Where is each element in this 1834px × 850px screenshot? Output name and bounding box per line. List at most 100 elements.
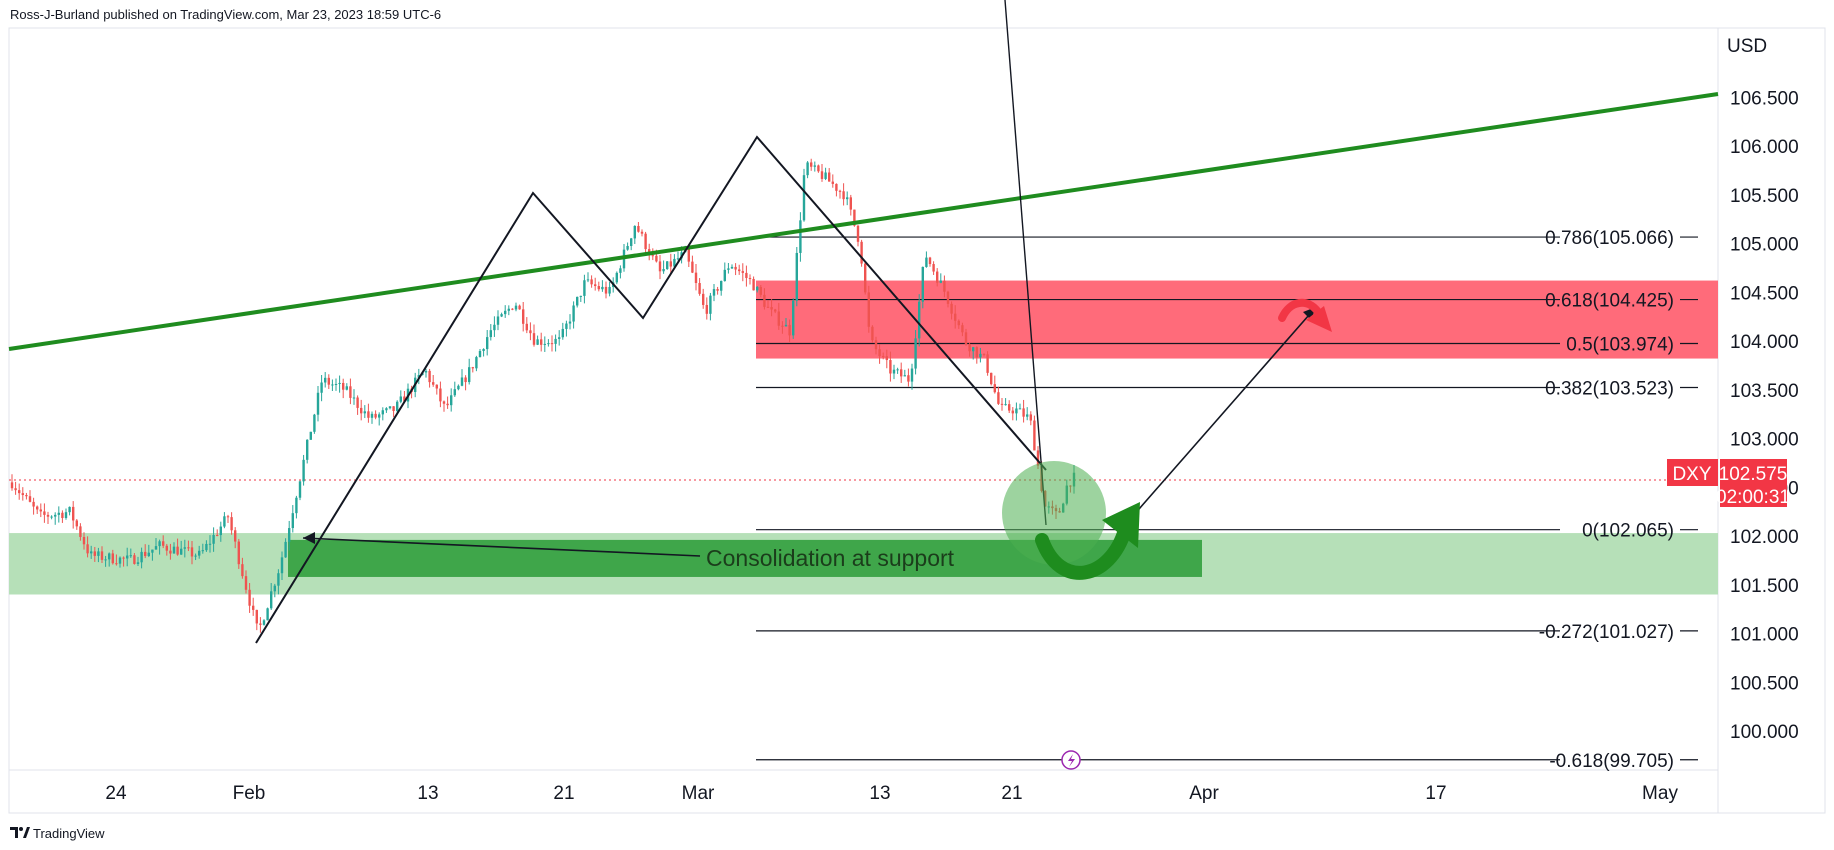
candlestick-series bbox=[10, 158, 1076, 633]
candle-body bbox=[18, 490, 21, 494]
candle-body bbox=[802, 175, 806, 221]
candle-body bbox=[720, 280, 723, 291]
candle-body bbox=[316, 392, 320, 415]
candle-body bbox=[892, 369, 896, 374]
fib-label-0: 0.786(105.066) bbox=[1545, 228, 1674, 249]
candle-body bbox=[100, 551, 104, 560]
last-price-value: 102.575 bbox=[1719, 464, 1788, 485]
candle-body bbox=[1008, 404, 1011, 411]
candle-body bbox=[741, 271, 744, 273]
price-badge-bg bbox=[1720, 459, 1787, 507]
time-tick-4: Mar bbox=[682, 783, 715, 804]
projection-line bbox=[1117, 306, 1317, 534]
candle-body bbox=[900, 369, 903, 377]
candle-body bbox=[594, 284, 597, 287]
candle-body bbox=[187, 547, 190, 549]
candle-body bbox=[381, 410, 384, 415]
candle-body bbox=[334, 384, 338, 386]
red-rejection-arrowhead bbox=[1306, 306, 1332, 332]
candle-body bbox=[777, 311, 780, 326]
tv-logo-icon bbox=[10, 827, 18, 838]
candle-body bbox=[104, 559, 107, 561]
symbol-badge: DXY bbox=[1672, 464, 1711, 485]
candle-body bbox=[658, 261, 662, 272]
candle-body bbox=[759, 286, 762, 295]
candle-body bbox=[147, 552, 150, 557]
candle-body bbox=[961, 325, 964, 333]
candle-body bbox=[554, 338, 557, 344]
candle-body bbox=[536, 339, 539, 345]
candle-body bbox=[172, 546, 176, 554]
highlight-circle bbox=[1002, 461, 1106, 565]
candle-body bbox=[302, 459, 305, 482]
candle-body bbox=[993, 384, 996, 393]
candle-body bbox=[396, 401, 399, 411]
time-tick-3: 21 bbox=[553, 783, 574, 804]
time-tick-7: Apr bbox=[1189, 783, 1219, 804]
candle-body bbox=[856, 225, 860, 242]
candle-body bbox=[417, 375, 420, 378]
candle-body bbox=[846, 197, 849, 200]
candle-body bbox=[392, 406, 395, 411]
candle-body bbox=[280, 557, 284, 574]
lightning-icon bbox=[1068, 754, 1075, 767]
candle-body bbox=[475, 357, 478, 369]
candle-body bbox=[669, 261, 672, 267]
candle-body bbox=[939, 280, 942, 283]
candle-body bbox=[136, 562, 140, 564]
last-price-badge: DXY 102.575 02:00:31 bbox=[1667, 459, 1790, 508]
candle-body bbox=[914, 338, 917, 369]
candle-body bbox=[547, 343, 550, 345]
symbol-badge-bg bbox=[1667, 459, 1718, 486]
candle-body bbox=[374, 413, 377, 418]
candle-body bbox=[342, 382, 345, 390]
candle-body bbox=[313, 414, 316, 432]
candle-body bbox=[997, 392, 1000, 404]
candle-body bbox=[813, 165, 816, 167]
candle-body bbox=[532, 333, 536, 345]
candle-body bbox=[208, 543, 212, 545]
candle-body bbox=[331, 384, 334, 386]
green-bounce-arrow bbox=[1035, 523, 1132, 580]
candle-body bbox=[842, 191, 845, 200]
fib-label-2: 0.5(103.974) bbox=[1566, 335, 1674, 356]
candle-body bbox=[46, 514, 50, 517]
candle-body bbox=[651, 255, 654, 257]
fib-label-3: 0.382(103.523) bbox=[1545, 379, 1674, 400]
price-tick-9: 104.500 bbox=[1730, 283, 1799, 304]
candle-body bbox=[975, 347, 978, 358]
candle-body bbox=[982, 353, 986, 355]
candle-body bbox=[352, 397, 356, 399]
candle-body bbox=[468, 367, 471, 383]
candle-body bbox=[370, 413, 374, 418]
candle-body bbox=[471, 367, 474, 369]
candle-body bbox=[284, 541, 287, 558]
candle-body bbox=[486, 337, 489, 350]
candle-body bbox=[831, 181, 834, 184]
candle-body bbox=[259, 623, 262, 625]
candle-body bbox=[216, 535, 219, 537]
candle-body bbox=[853, 209, 856, 226]
candle-body bbox=[363, 411, 366, 414]
candle-body bbox=[338, 382, 341, 385]
candle-body bbox=[450, 395, 453, 406]
candle-body bbox=[860, 241, 863, 264]
candle-body bbox=[907, 375, 910, 382]
candle-body bbox=[619, 268, 622, 273]
candle-body bbox=[442, 401, 446, 404]
candle-body bbox=[504, 310, 507, 315]
candle-body bbox=[126, 555, 129, 559]
fib-label-5: -0.272(101.027) bbox=[1539, 622, 1674, 643]
candle-body bbox=[158, 541, 161, 547]
pointer-to-low-line bbox=[1004, 0, 1047, 526]
candle-body bbox=[950, 303, 953, 314]
candle-body bbox=[385, 408, 388, 411]
candle-body bbox=[183, 547, 186, 549]
candle-body bbox=[111, 553, 114, 564]
candle-body bbox=[878, 349, 881, 357]
candle-body bbox=[453, 389, 456, 396]
candle-body bbox=[824, 172, 827, 179]
candle-body bbox=[630, 238, 633, 246]
candle-body bbox=[921, 266, 924, 302]
